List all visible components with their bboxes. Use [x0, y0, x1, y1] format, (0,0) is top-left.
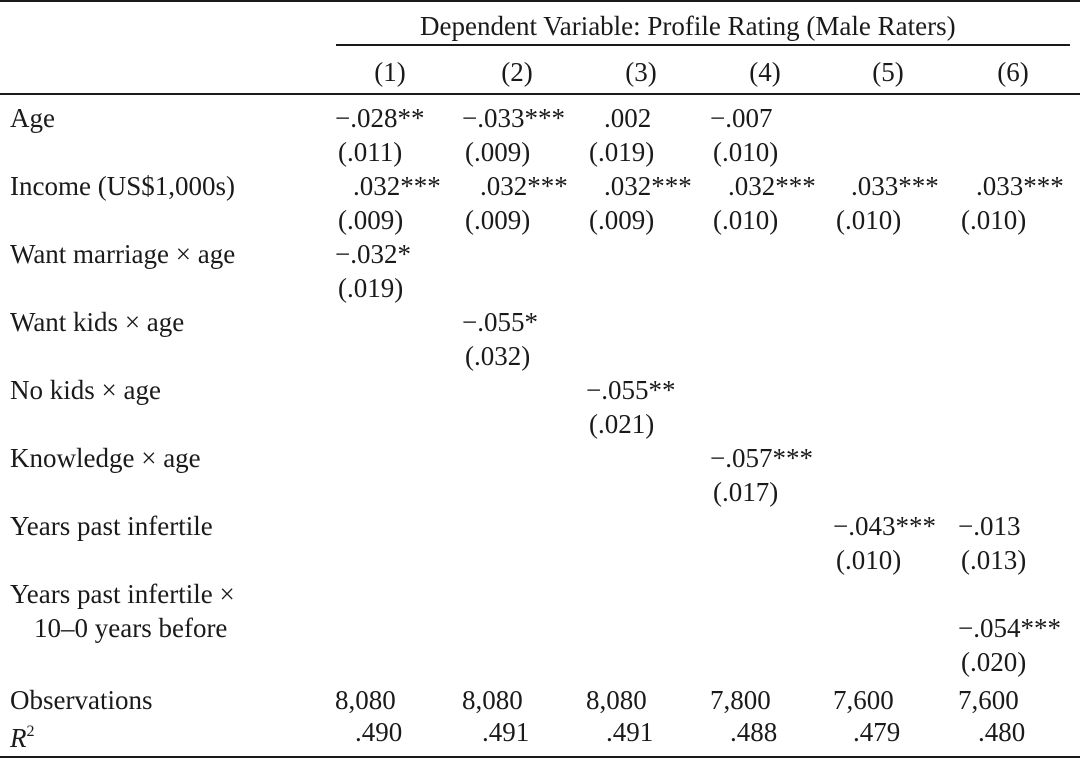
row-label: Knowledge × age: [10, 443, 201, 473]
coefficient-value: −.043***: [833, 511, 936, 541]
standard-error-value: (.021): [589, 409, 655, 439]
coefficient-value: −.028**: [335, 103, 425, 133]
coefficient-value: −.007: [710, 103, 773, 133]
standard-error-value: (.010): [961, 205, 1027, 235]
standard-error-value: (.009): [589, 205, 655, 235]
r-squared-value: .488: [730, 717, 778, 747]
coefficient-value: .033***: [851, 171, 939, 201]
r-squared-value: .480: [978, 717, 1026, 747]
coefficient-value: −.013: [958, 511, 1021, 541]
standard-error-value: (.020): [961, 647, 1027, 677]
coefficient-value: −.055**: [586, 375, 676, 405]
row-label-continued: 10–0 years before: [34, 613, 228, 643]
row-label: Years past infertile: [10, 511, 213, 541]
column-header: (3): [625, 57, 657, 87]
observations-label: Observations: [10, 685, 153, 715]
coefficient-value: −.054***: [958, 613, 1061, 643]
standard-error-value: (.011): [338, 137, 403, 167]
row-label: Want marriage × age: [10, 239, 236, 269]
standard-error-value: (.019): [338, 273, 404, 303]
row-label: Income (US$1,000s): [10, 171, 235, 201]
column-header: (2): [501, 57, 533, 87]
coefficient-value: −.057***: [710, 443, 813, 473]
header-rule: [0, 93, 1080, 95]
column-header: (5): [872, 57, 904, 87]
r-squared-label: R2: [10, 716, 35, 754]
coefficient-value: −.033***: [462, 103, 565, 133]
r-squared-value: .491: [606, 717, 654, 747]
observations-value: 7,600: [833, 685, 894, 715]
coefficient-value: .002: [604, 103, 652, 133]
standard-error-value: (.010): [713, 137, 779, 167]
coefficient-value: .032***: [480, 171, 568, 201]
r-squared-value: .479: [853, 717, 901, 747]
bottom-rule: [0, 756, 1080, 758]
standard-error-value: (.009): [465, 137, 531, 167]
r-squared-value: .490: [355, 717, 403, 747]
standard-error-value: (.017): [713, 477, 779, 507]
observations-value: 8,080: [462, 685, 523, 715]
row-label: Age: [10, 103, 55, 133]
coefficient-value: .033***: [976, 171, 1064, 201]
column-header: (4): [749, 57, 781, 87]
standard-error-value: (.009): [465, 205, 531, 235]
observations-value: 8,080: [335, 685, 396, 715]
observations-value: 7,600: [958, 685, 1019, 715]
row-label: Want kids × age: [10, 307, 185, 337]
row-label: Years past infertile ×: [10, 579, 235, 609]
r-squared-value: .491: [482, 717, 530, 747]
row-label: No kids × age: [10, 375, 161, 405]
coefficient-value: .032***: [728, 171, 816, 201]
coefficient-value: .032***: [353, 171, 441, 201]
r-squared-exponent: 2: [26, 723, 35, 740]
coefficient-value: .032***: [604, 171, 692, 201]
standard-error-value: (.010): [836, 205, 902, 235]
coefficient-value: −.032*: [335, 239, 411, 269]
standard-error-value: (.013): [961, 545, 1027, 575]
top-rule: [0, 0, 1080, 2]
standard-error-value: (.010): [713, 205, 779, 235]
observations-value: 7,800: [710, 685, 771, 715]
spanner-rule: [336, 44, 1070, 46]
column-header: (6): [997, 57, 1029, 87]
observations-value: 8,080: [586, 685, 647, 715]
standard-error-value: (.019): [589, 137, 655, 167]
standard-error-value: (.032): [465, 341, 531, 371]
standard-error-value: (.009): [338, 205, 404, 235]
standard-error-value: (.010): [836, 545, 902, 575]
column-header: (1): [374, 57, 406, 87]
coefficient-value: −.055*: [462, 307, 538, 337]
r-squared-letter: R: [10, 723, 27, 753]
dependent-variable-header: Dependent Variable: Profile Rating (Male…: [420, 11, 956, 41]
